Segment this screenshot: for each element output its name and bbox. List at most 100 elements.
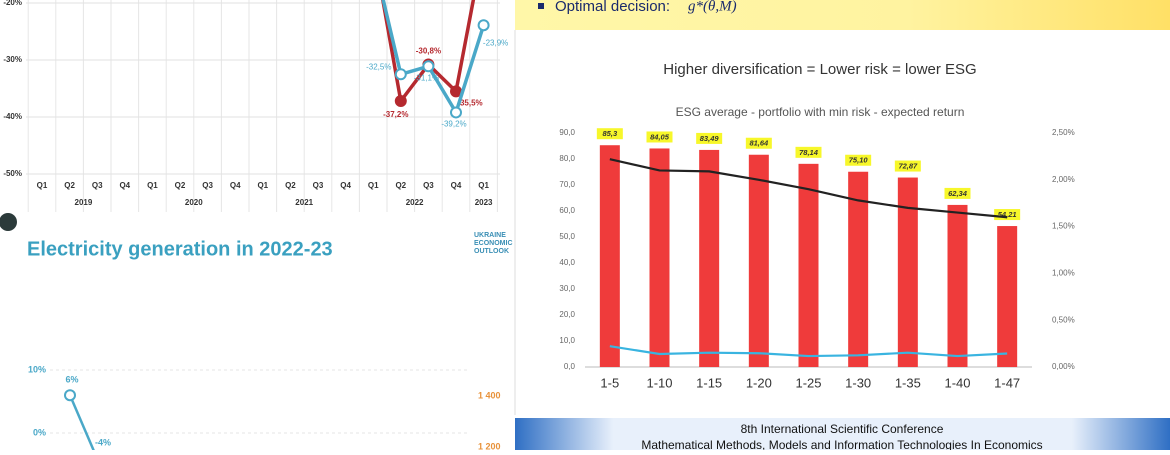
- label-bg: [845, 154, 872, 166]
- data-label: -37,2%: [383, 110, 408, 119]
- bar: [599, 145, 620, 367]
- x-tick-label: Q3: [313, 181, 324, 190]
- year-label: 2022: [406, 198, 424, 207]
- x-tick-label: 1-40: [944, 375, 970, 390]
- y-tick-label: -40%: [3, 112, 22, 121]
- x-tick-label: 1-25: [795, 375, 821, 390]
- x-tick-label: Q4: [230, 181, 241, 190]
- data-label: -31,1%: [414, 73, 439, 82]
- bullet-formula: g*(θ,M): [688, 0, 737, 14]
- logo-text: OUTLOOK: [474, 248, 509, 255]
- point: [394, 95, 407, 108]
- x-tick-label: 1-47: [994, 375, 1020, 390]
- chart-electricity: Electricity generation in 2022-23 UKRAINE…: [27, 232, 513, 450]
- x-tick-label: Q1: [257, 181, 268, 190]
- point: [394, 68, 407, 81]
- y-tick-label: 20,0: [559, 310, 575, 319]
- x-tick-label: Q2: [175, 181, 186, 190]
- y-tick-label: 10%: [28, 364, 46, 374]
- x-tick-label: Q2: [285, 181, 296, 190]
- label-bg: [646, 131, 673, 143]
- logo-text: UKRAINE: [474, 232, 506, 239]
- y-tick-label: -50%: [3, 169, 22, 178]
- line-series: [381, 0, 486, 117]
- y-tick-label: 0%: [33, 427, 46, 437]
- x-tick-label: Q1: [37, 181, 48, 190]
- y2-tick-label: 1,00%: [1052, 269, 1075, 278]
- icon: [0, 213, 17, 231]
- logo-text: ECONOMIC: [474, 240, 513, 247]
- chart-esg: Higher diversification = Lower risk = lo…: [559, 61, 1074, 390]
- point: [422, 60, 435, 73]
- line-series: [609, 345, 1008, 358]
- year-label: 2021: [295, 198, 313, 207]
- x-tick-label: Q1: [478, 181, 489, 190]
- x-tick-label: Q3: [423, 181, 434, 190]
- x-tick-label: 1-30: [845, 375, 871, 390]
- top-banner: [515, 0, 1170, 30]
- x-tick-label: Q2: [395, 181, 406, 190]
- line-series: [68, 394, 95, 450]
- y-tick-label: 70,0: [559, 180, 575, 189]
- y2-tick-label: 1,50%: [1052, 222, 1075, 231]
- bar: [848, 171, 869, 367]
- x-tick-label: Q4: [340, 181, 351, 190]
- point: [64, 389, 76, 402]
- data-label: -32,5%: [366, 62, 391, 71]
- bar: [798, 163, 819, 367]
- x-tick-label: 1-15: [696, 375, 722, 390]
- y-tick-label: -30%: [3, 55, 22, 64]
- y-tick-label: 50,0: [559, 232, 575, 241]
- point: [450, 85, 462, 98]
- bar: [997, 226, 1018, 367]
- bar: [748, 154, 769, 367]
- label-bg: [745, 137, 772, 149]
- bar: [699, 149, 720, 367]
- bar: [897, 177, 918, 367]
- x-tick-label: 1-10: [646, 375, 672, 390]
- x-tick-label: Q3: [92, 181, 103, 190]
- data-label: 75,10: [849, 156, 869, 165]
- data-label: 81,64: [749, 139, 769, 148]
- label-bg: [894, 160, 921, 172]
- y2-tick-label: 0,50%: [1052, 315, 1075, 324]
- year-label: 2020: [185, 198, 203, 207]
- data-label: 84,05: [650, 132, 670, 141]
- conference-subtitle: Mathematical Methods, Models and Informa…: [641, 438, 1042, 450]
- y-tick-label: 80,0: [559, 154, 575, 163]
- label-bg: [795, 146, 822, 158]
- y2-tick-label: 2,00%: [1052, 175, 1075, 184]
- y2-tick-label: 1 200: [478, 441, 501, 450]
- x-tick-label: Q4: [451, 181, 462, 190]
- y2-tick-label: 0,00%: [1052, 362, 1075, 371]
- y-tick-label: 40,0: [559, 258, 575, 267]
- y-tick-label: -20%: [3, 0, 22, 7]
- data-label: -23,9%: [483, 38, 508, 47]
- data-label: -4%: [95, 437, 111, 447]
- data-label: 83,49: [700, 134, 720, 143]
- x-tick-label: Q2: [64, 181, 75, 190]
- data-label: 6%: [65, 375, 78, 385]
- y-tick-label: 60,0: [559, 206, 575, 215]
- label-bg: [994, 209, 1021, 221]
- bottom-banner: [515, 418, 1170, 450]
- label-bg: [944, 187, 971, 199]
- label-bg: [596, 128, 623, 140]
- data-label: -35,5%: [457, 98, 482, 107]
- data-label: 62,34: [948, 189, 968, 198]
- line-series: [609, 158, 1008, 219]
- chart-title: Higher diversification = Lower risk = lo…: [663, 61, 976, 78]
- chart-gdp: -20% -30% -40% -50% Q1 Q2 Q3 Q4 Q1 Q2 Q3 Q4 Q1 Q2 Q3 Q4…: [3, 0, 508, 212]
- y2-tick-label: 1 400: [478, 390, 501, 400]
- conference-name: 8th International Scientific Conference: [741, 422, 944, 436]
- point: [477, 19, 490, 32]
- y-tick-label: 0,0: [564, 362, 576, 371]
- label-bg: [696, 132, 723, 144]
- x-tick-label: Q4: [119, 181, 130, 190]
- data-label: 72,87: [898, 162, 918, 171]
- y2-tick-label: 2,50%: [1052, 128, 1075, 137]
- bar: [649, 148, 670, 367]
- bullet-label: Optimal decision:: [555, 0, 670, 15]
- point: [450, 106, 462, 119]
